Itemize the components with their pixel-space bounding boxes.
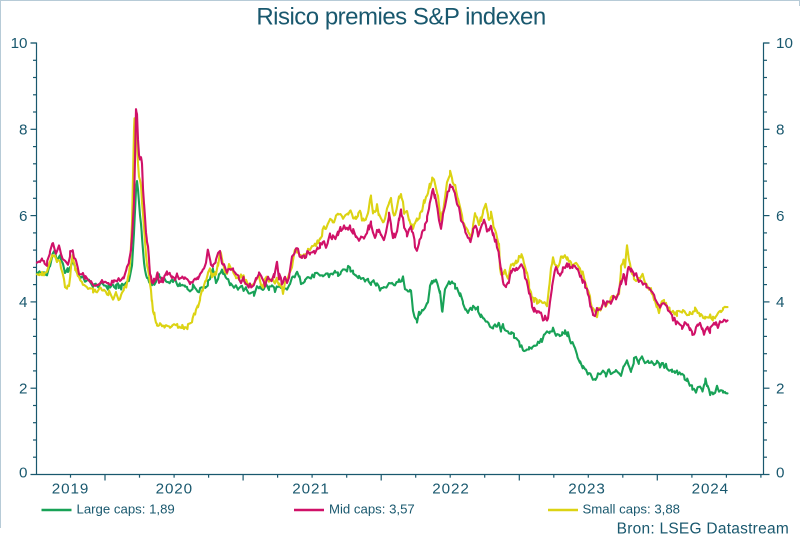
svg-text:2024: 2024 — [692, 480, 729, 497]
svg-text:6: 6 — [776, 208, 784, 225]
svg-text:0: 0 — [19, 465, 27, 482]
svg-text:0: 0 — [776, 465, 784, 482]
svg-text:6: 6 — [19, 208, 27, 225]
svg-text:8: 8 — [776, 122, 784, 139]
svg-text:Mid caps: 3,57: Mid caps: 3,57 — [329, 502, 415, 517]
svg-text:2: 2 — [19, 380, 27, 397]
svg-text:10: 10 — [776, 35, 793, 52]
svg-text:Bron: LSEG Datastream: Bron: LSEG Datastream — [617, 520, 789, 537]
svg-text:Risico premies S&P indexen: Risico premies S&P indexen — [256, 3, 545, 30]
svg-text:Small caps: 3,88: Small caps: 3,88 — [583, 502, 681, 517]
svg-text:2020: 2020 — [156, 480, 193, 497]
svg-text:8: 8 — [19, 122, 27, 139]
svg-text:2021: 2021 — [292, 480, 329, 497]
svg-text:2: 2 — [776, 380, 784, 397]
svg-text:Large caps: 1,89: Large caps: 1,89 — [77, 502, 175, 517]
svg-text:2022: 2022 — [432, 480, 469, 497]
svg-text:2019: 2019 — [52, 480, 89, 497]
svg-text:4: 4 — [776, 294, 784, 311]
svg-text:4: 4 — [19, 294, 27, 311]
svg-text:2023: 2023 — [568, 480, 605, 497]
svg-text:10: 10 — [11, 35, 28, 52]
